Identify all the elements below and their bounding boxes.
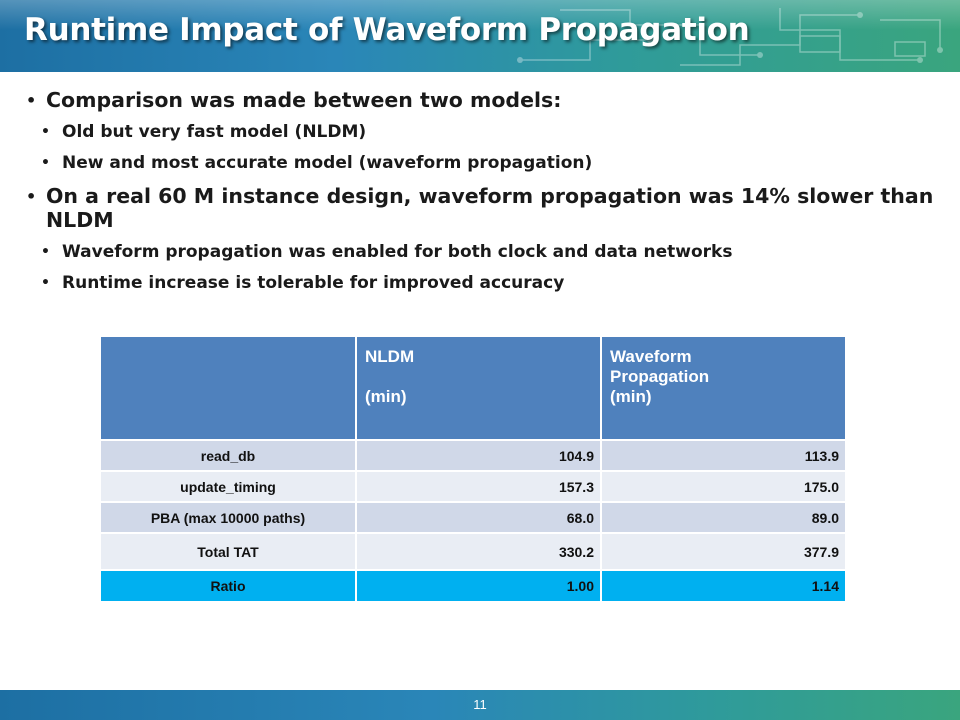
bullet-dot-icon: • — [41, 155, 50, 171]
banner-shine — [0, 0, 960, 30]
row-label: read_db — [101, 439, 357, 471]
waveform-value: 1.14 — [601, 569, 847, 601]
header-nldm: NLDM (min) — [356, 337, 602, 440]
bullet-list: • Comparison was made between two models… — [24, 82, 934, 294]
page-number: 11 — [473, 697, 487, 712]
row-label: Ratio — [101, 569, 357, 601]
bullet-dot-icon: • — [41, 244, 50, 260]
header-waveform-line1: Waveform — [610, 347, 692, 366]
waveform-value: 175.0 — [601, 470, 847, 502]
waveform-value: 113.9 — [601, 439, 847, 471]
bullet-dot-icon: • — [41, 275, 50, 291]
table-header-row: NLDM (min) Waveform Propagation (min) — [101, 337, 847, 440]
row-label: PBA (max 10000 paths) — [101, 501, 357, 533]
table-row: read_db 104.9 113.9 — [101, 439, 847, 471]
bullet-text: Waveform propagation was enabled for bot… — [62, 242, 733, 262]
title-banner: Runtime Impact of Waveform Propagation — [0, 0, 960, 72]
header-waveform-line2: Propagation — [610, 367, 710, 386]
bullet-text: Old but very fast model (NLDM) — [62, 122, 367, 142]
nldm-value: 330.2 — [356, 532, 602, 570]
bullet-text: On a real 60 M instance design, waveform… — [46, 184, 934, 232]
nldm-value: 68.0 — [356, 501, 602, 533]
runtime-table: NLDM (min) Waveform Propagation (min) re… — [101, 337, 847, 601]
row-label: update_timing — [101, 470, 357, 502]
sub-bullet-nldm: • Old but very fast model (NLDM) — [24, 121, 934, 143]
bullet-dot-icon: • — [26, 187, 37, 206]
header-nldm-unit: (min) — [365, 387, 407, 406]
bullet-dot-icon: • — [26, 91, 37, 110]
header-waveform: Waveform Propagation (min) — [601, 337, 847, 440]
waveform-value: 89.0 — [601, 501, 847, 533]
header-empty-cell — [101, 337, 357, 440]
sub-bullet-waveform: • New and most accurate model (waveform … — [24, 152, 934, 174]
slide-title: Runtime Impact of Waveform Propagation — [24, 12, 750, 48]
nldm-value: 1.00 — [356, 569, 602, 601]
bullet-text: New and most accurate model (waveform pr… — [62, 153, 593, 173]
table-row-ratio: Ratio 1.00 1.14 — [101, 569, 847, 601]
bullet-dot-icon: • — [41, 124, 50, 140]
table-row: update_timing 157.3 175.0 — [101, 470, 847, 502]
table-row-total: Total TAT 330.2 377.9 — [101, 532, 847, 570]
sub-bullet-tolerable: • Runtime increase is tolerable for impr… — [24, 272, 934, 294]
bullet-real-design: • On a real 60 M instance design, wavefo… — [24, 184, 934, 232]
sub-bullet-enabled: • Waveform propagation was enabled for b… — [24, 241, 934, 263]
footer-bar: 11 — [0, 690, 960, 720]
row-label: Total TAT — [101, 532, 357, 570]
nldm-value: 104.9 — [356, 439, 602, 471]
waveform-value: 377.9 — [601, 532, 847, 570]
bullet-text: Runtime increase is tolerable for improv… — [62, 273, 565, 293]
table-row: PBA (max 10000 paths) 68.0 89.0 — [101, 501, 847, 533]
bullet-comparison: • Comparison was made between two models… — [24, 88, 934, 112]
header-nldm-title: NLDM — [365, 347, 415, 366]
header-waveform-unit: (min) — [610, 387, 652, 406]
bullet-text: Comparison was made between two models: — [46, 88, 562, 112]
nldm-value: 157.3 — [356, 470, 602, 502]
circuit-pattern-decoration — [517, 8, 943, 66]
